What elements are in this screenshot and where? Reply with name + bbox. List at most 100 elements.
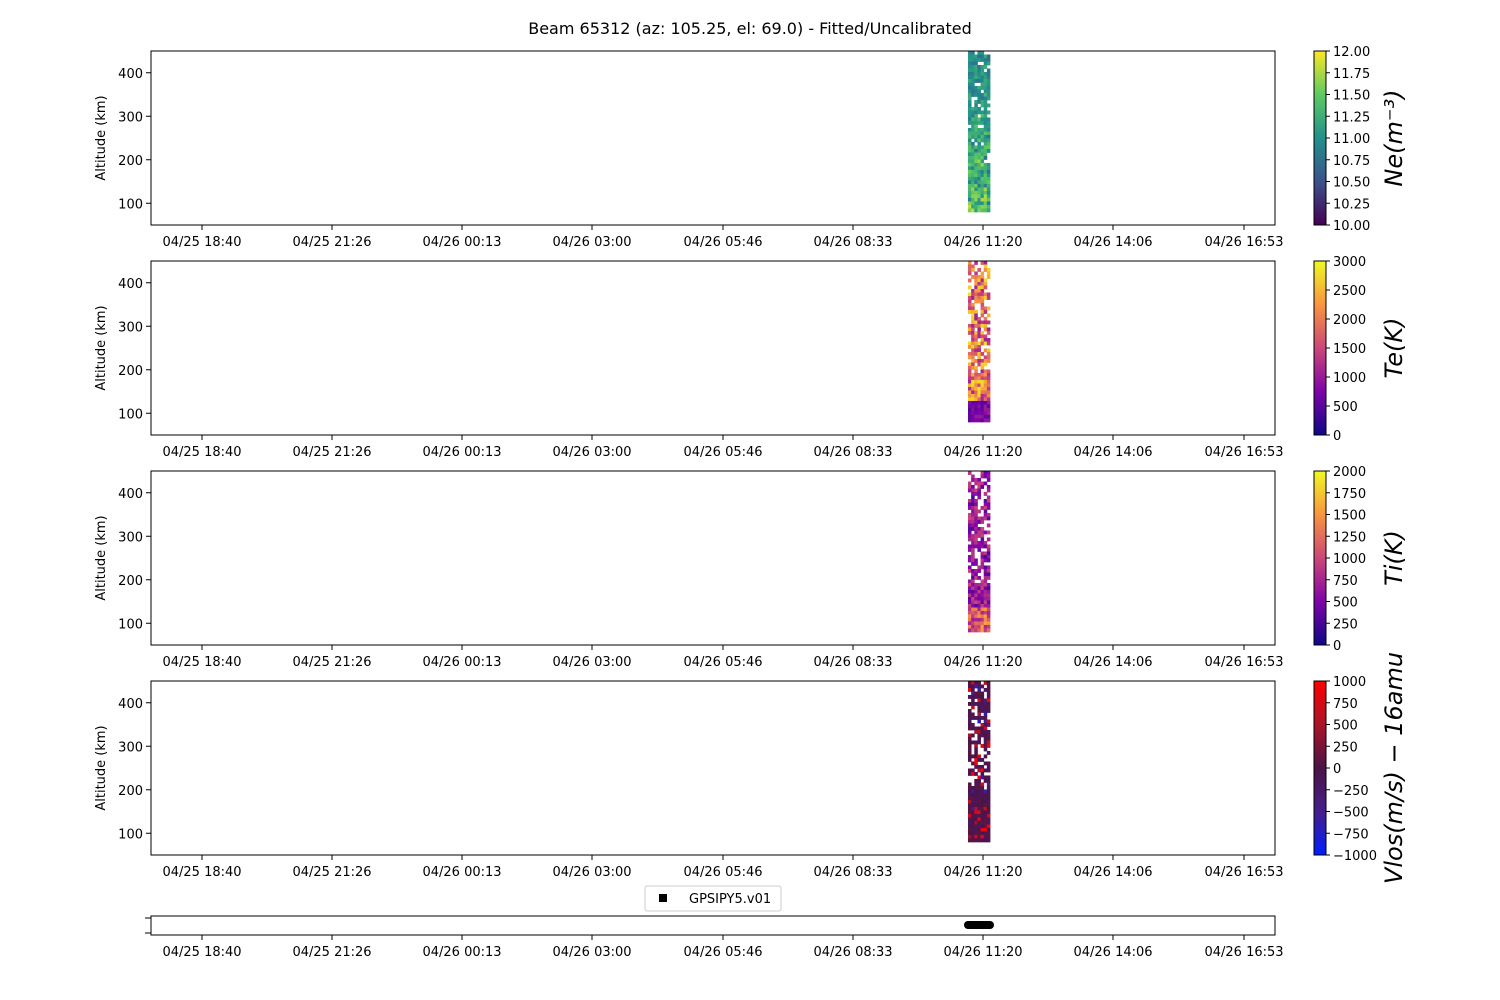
heatmap-cell xyxy=(974,85,978,90)
heatmap-cell xyxy=(977,85,981,90)
heatmap-cell xyxy=(983,719,988,724)
legend-label: GPSIPY5.v01 xyxy=(689,892,771,907)
heatmap-cell xyxy=(986,351,991,356)
heatmap-cell xyxy=(983,194,988,199)
heatmap-cell xyxy=(968,813,972,818)
heatmap-cell xyxy=(977,208,981,213)
heatmap-cell xyxy=(980,148,985,153)
heatmap-cell xyxy=(983,89,988,94)
heatmap-cell xyxy=(974,176,978,181)
heatmap-cell xyxy=(971,183,975,188)
heatmap-cell xyxy=(986,162,991,167)
heatmap-cell xyxy=(986,400,991,405)
heatmap-cell xyxy=(983,558,988,563)
heatmap-cell xyxy=(977,58,981,62)
heatmap-cell xyxy=(968,754,972,759)
heatmap-cell xyxy=(980,271,985,276)
heatmap-cell xyxy=(983,106,988,111)
heatmap-cell xyxy=(974,323,978,328)
heatmap-cell xyxy=(983,502,988,507)
heatmap-cell xyxy=(986,743,991,748)
heatmap-cell xyxy=(977,348,981,353)
heatmap-cell xyxy=(983,575,988,580)
heatmap-cell xyxy=(980,691,985,696)
heatmap-cell xyxy=(983,397,988,402)
heatmap-cell xyxy=(977,407,981,412)
heatmap-cell xyxy=(983,827,988,832)
heatmap-cell xyxy=(986,138,991,143)
colorbar-tick-label: 250 xyxy=(1333,740,1358,755)
heatmap-cell xyxy=(974,726,978,731)
heatmap-cell xyxy=(986,701,991,706)
heatmap-cell xyxy=(977,789,981,794)
heatmap-cell xyxy=(974,681,978,685)
heatmap-cell xyxy=(974,180,978,185)
heatmap-cell xyxy=(971,383,975,388)
heatmap-cell xyxy=(971,516,975,521)
heatmap-cell xyxy=(974,110,978,115)
heatmap-cell xyxy=(977,719,981,724)
heatmap-cell xyxy=(974,68,978,73)
heatmap-cell xyxy=(986,785,991,790)
heatmap-cell xyxy=(971,379,975,384)
heatmap-cell xyxy=(971,414,975,419)
heatmap-cell xyxy=(986,789,991,794)
status-marker xyxy=(964,921,994,929)
status-xtick-label: 04/26 03:00 xyxy=(552,945,631,960)
heatmap-cell xyxy=(968,733,972,738)
heatmap-cell xyxy=(980,607,985,612)
heatmap-cell xyxy=(968,390,972,395)
y-axis-label: Altitude (km) xyxy=(94,725,109,810)
xtick-label: 04/26 05:46 xyxy=(683,235,762,250)
heatmap-cell xyxy=(971,600,975,605)
heatmap-cell xyxy=(974,204,978,209)
heatmap-cell xyxy=(977,162,981,167)
heatmap-cell xyxy=(971,478,975,482)
heatmap-cell xyxy=(968,498,972,503)
heatmap-cell xyxy=(977,362,981,367)
xtick-label: 04/25 21:26 xyxy=(292,865,371,880)
heatmap-cell xyxy=(977,54,981,59)
colorbar-tick-label: 500 xyxy=(1333,596,1358,611)
heatmap-cell xyxy=(977,138,981,143)
heatmap-cell xyxy=(971,148,975,153)
heatmap-cell xyxy=(977,495,981,500)
heatmap-cell xyxy=(968,162,972,167)
status-xtick-label: 04/26 16:53 xyxy=(1204,945,1283,960)
heatmap-cell xyxy=(986,183,991,188)
heatmap-cell xyxy=(980,771,985,776)
heatmap-cell xyxy=(983,712,988,717)
heatmap-cell xyxy=(986,348,991,353)
heatmap-cell xyxy=(974,127,978,132)
heatmap-cell xyxy=(986,523,991,528)
heatmap-cell xyxy=(986,295,991,300)
heatmap-cell xyxy=(977,176,981,181)
heatmap-cell xyxy=(980,204,985,209)
heatmap-cell xyxy=(986,729,991,734)
heatmap-cell xyxy=(974,162,978,167)
heatmap-cell xyxy=(971,355,975,360)
heatmap-cell xyxy=(968,824,972,829)
heatmap-cell xyxy=(974,187,978,192)
heatmap-cell xyxy=(977,295,981,300)
heatmap-cell xyxy=(980,596,985,601)
heatmap-cell xyxy=(983,295,988,300)
heatmap-cell xyxy=(983,268,988,272)
heatmap-cell xyxy=(986,82,991,87)
heatmap-cell xyxy=(971,334,975,339)
heatmap-cell xyxy=(977,285,981,290)
heatmap-cell xyxy=(986,782,991,787)
heatmap-cell xyxy=(983,61,988,66)
heatmap-cell xyxy=(986,617,991,622)
colorbar-tick-label: 11.00 xyxy=(1333,132,1370,147)
heatmap-cell xyxy=(977,51,981,55)
heatmap-cell xyxy=(986,134,991,139)
heatmap-cell xyxy=(977,526,981,531)
heatmap-cell xyxy=(971,558,975,563)
heatmap-cell xyxy=(968,355,972,360)
heatmap-cell xyxy=(971,502,975,507)
heatmap-cell xyxy=(980,358,985,363)
heatmap-cell xyxy=(971,323,975,328)
heatmap-cell xyxy=(974,750,978,755)
heatmap-cell xyxy=(986,58,991,62)
